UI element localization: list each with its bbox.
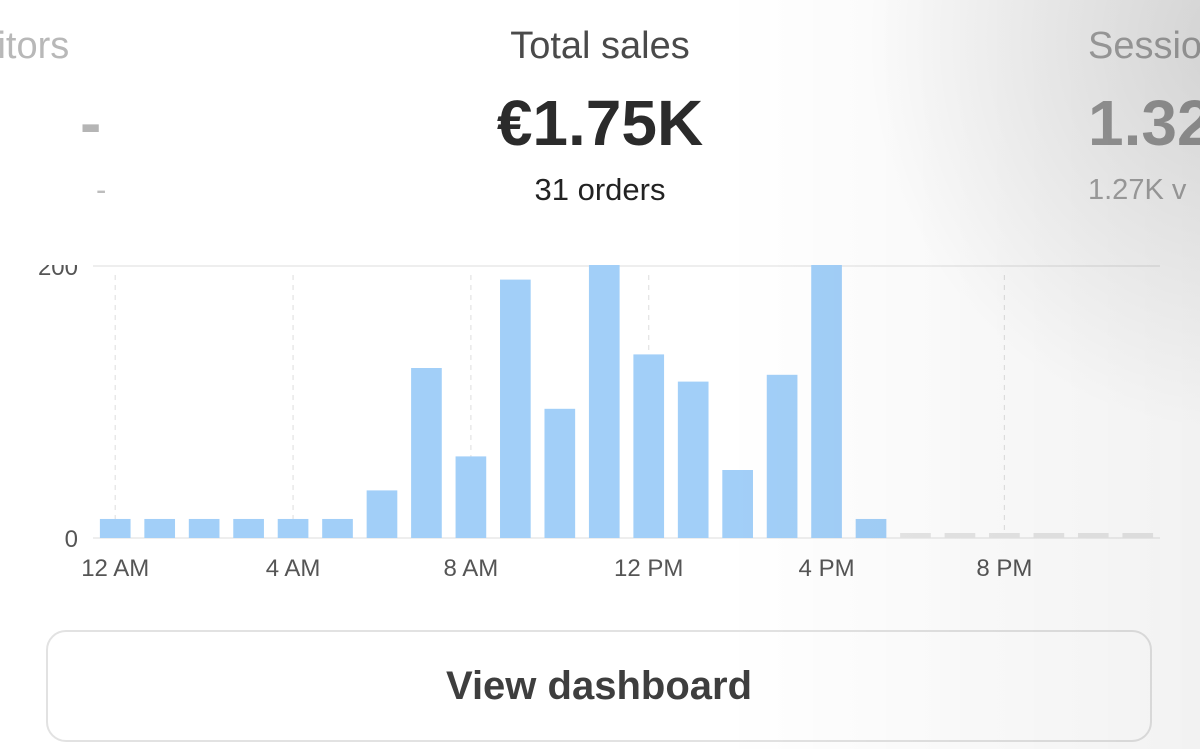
bar-2-pm	[722, 470, 753, 538]
bar-11-pm	[1122, 533, 1154, 538]
bar-12-pm	[633, 354, 665, 538]
stat-total-sales-label: Total sales	[510, 25, 690, 67]
y-tick-label: 200	[38, 265, 78, 281]
stat-sessions-sub: 1.27K v	[1088, 174, 1187, 206]
bar-3-pm	[766, 374, 798, 538]
chart-x-axis: 12 AM 4 AM 8 AM 12 PM 4 PM 8 PM	[81, 555, 1032, 582]
stat-sessions-value: 1.32	[1088, 87, 1200, 159]
stat-total-sales[interactable]: Total sales €1.75K 31 orders	[350, 0, 850, 230]
stat-visitors[interactable]: isitors - -	[0, 0, 200, 230]
bar-5-pm	[855, 518, 887, 538]
bar-6-pm	[900, 533, 931, 538]
bar-4-pm	[811, 265, 842, 538]
stats-carousel[interactable]: isitors - - Total sales €1.75K 31 orders…	[0, 0, 1200, 240]
stat-total-sales-orders: 31 orders	[534, 172, 666, 207]
bar-8-am	[455, 456, 487, 538]
stat-total-sales-value: €1.75K	[496, 87, 704, 159]
stat-sessions[interactable]: Sessio 1.32 1.27K v	[1088, 0, 1200, 230]
x-tick-label: 4 AM	[266, 555, 321, 582]
bar-9-pm	[1033, 533, 1065, 538]
x-tick-label: 8 AM	[444, 555, 499, 582]
bar-10-am	[544, 408, 576, 538]
bar-2-am	[188, 518, 220, 538]
bar-5-am	[322, 518, 353, 538]
view-dashboard-button-label: View dashboard	[445, 663, 752, 708]
bar-1-pm	[677, 381, 709, 538]
bar-10-pm	[1077, 533, 1109, 538]
x-tick-label: 4 PM	[799, 555, 855, 582]
x-tick-label: 8 PM	[976, 555, 1032, 582]
stat-visitors-sub: -	[96, 172, 107, 207]
bar-1-am	[144, 518, 176, 538]
x-tick-label: 12 AM	[81, 555, 149, 582]
stat-visitors-value: -	[80, 87, 102, 159]
chart-bars	[99, 265, 1154, 538]
bar-9-am	[500, 279, 531, 538]
bar-6-am	[366, 490, 398, 538]
bar-3-am	[233, 518, 264, 538]
view-dashboard-button[interactable]: View dashboard	[46, 630, 1152, 742]
bar-7-pm	[944, 533, 976, 538]
bar-11-am	[588, 265, 620, 538]
bar-7-am	[411, 368, 442, 538]
stat-sessions-label: Sessio	[1088, 25, 1200, 67]
chart-horizontal-gridlines	[93, 265, 1160, 539]
chart-y-axis: 0200400600	[38, 265, 78, 553]
stat-visitors-label: isitors	[0, 25, 70, 67]
bar-8-pm	[989, 533, 1020, 538]
x-tick-label: 12 PM	[614, 555, 683, 582]
bar-4-am	[277, 518, 309, 538]
y-tick-label: 0	[65, 526, 78, 553]
bar-12-am	[99, 518, 131, 538]
